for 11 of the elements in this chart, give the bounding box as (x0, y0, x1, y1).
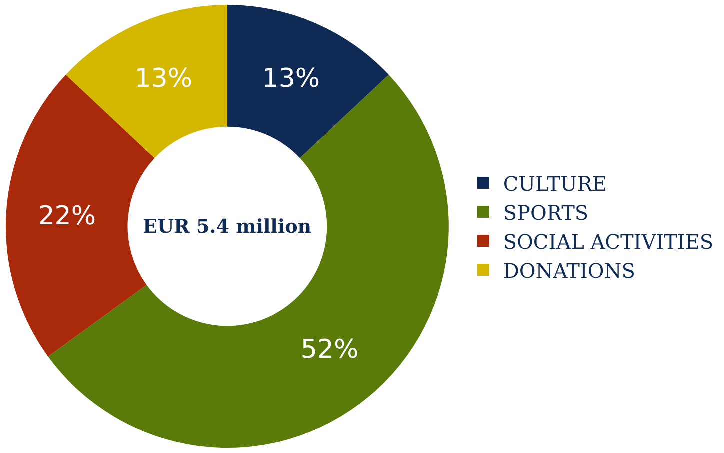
data-label: 13% (134, 64, 193, 94)
text: EUR 5.4 million (143, 216, 312, 238)
legend-label: SOCIAL ACTIVITIES (503, 230, 714, 254)
donut-slice (66, 5, 228, 158)
legend-label: DONATIONS (503, 258, 636, 283)
data-label: 52% (300, 335, 359, 366)
legend-label: CULTURE (503, 172, 607, 196)
data-label: 13% (262, 64, 320, 94)
data-label: 22% (38, 201, 96, 232)
legend-label: SPORTS (503, 200, 589, 225)
donut-slice (227, 5, 389, 158)
